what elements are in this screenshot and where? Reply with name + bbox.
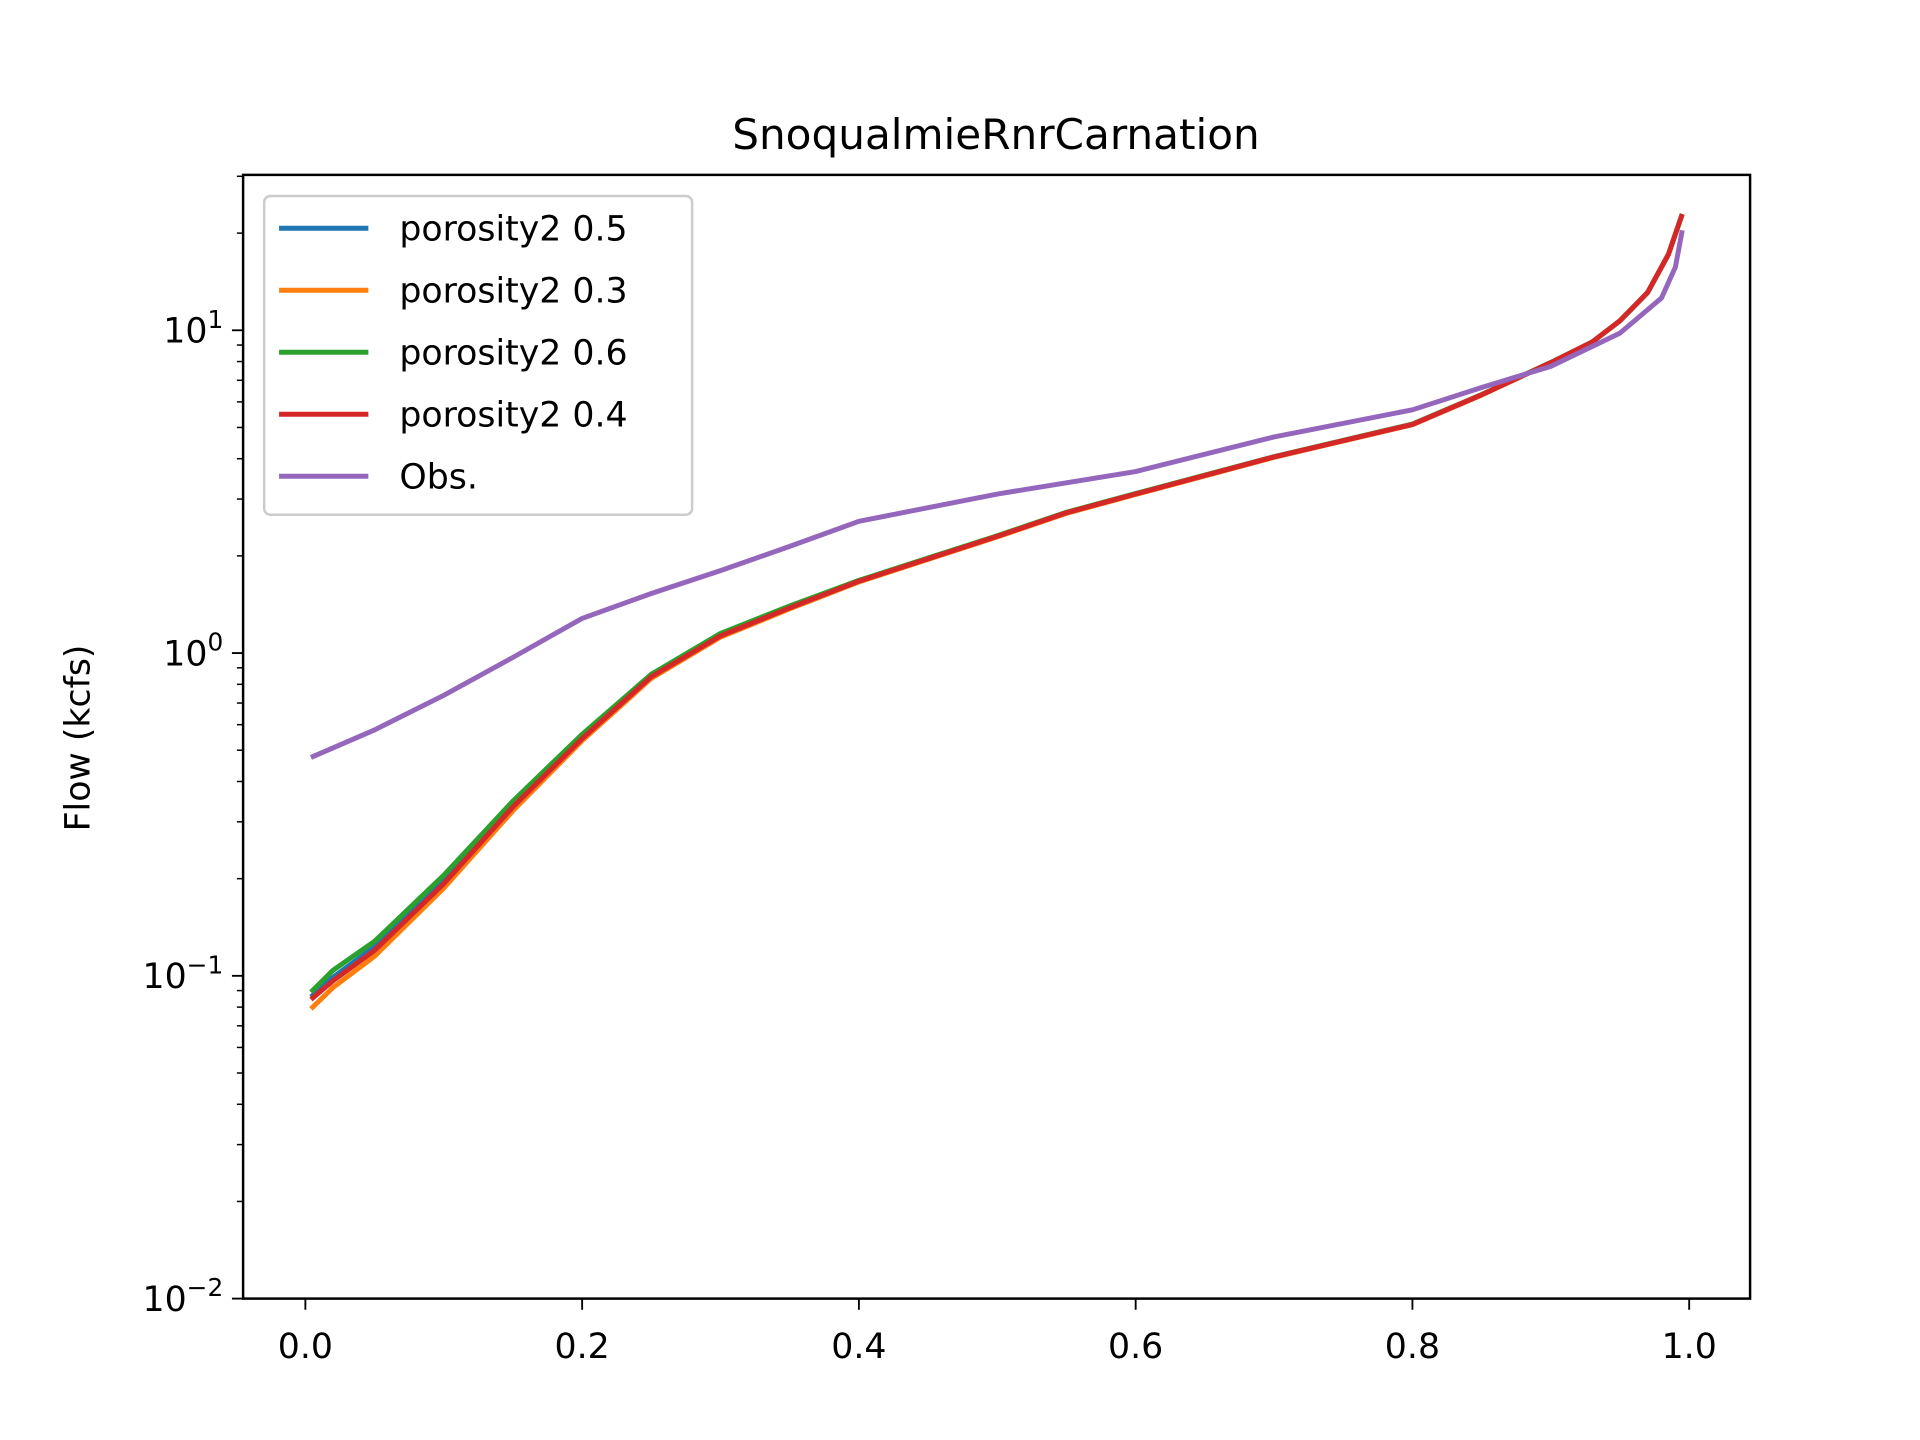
legend-label: porosity2 0.3 [399,272,627,312]
legend-box [262,194,694,516]
x-axis: 0.0 0.2 0.4 0.6 0.8 1.0 [278,1298,1717,1367]
legend-label: porosity2 0.6 [399,334,627,374]
y-axis: 10−2 10−1 100 101 [143,175,244,1320]
y-tick-label: 101 [163,305,223,352]
axes-frame [241,173,1752,1300]
x-tick-label: 0.4 [831,1327,886,1367]
y-tick-label: 100 [163,628,223,675]
x-tick-label: 0.2 [555,1327,610,1367]
legend-label: Obs. [399,458,478,498]
plot-area [309,213,1685,1011]
y-tick-label: 10−1 [143,950,224,997]
chart-title: SnoqualmieRnrCarnation [732,110,1260,159]
series-line-3 [309,213,1685,1002]
legend-label: porosity2 0.4 [399,396,627,436]
series-line-4 [309,229,1685,760]
x-tick-label: 0.6 [1108,1327,1163,1367]
x-tick-label: 0.8 [1385,1327,1440,1367]
y-axis-label: Flow (kcfs) [58,645,98,832]
legend: porosity2 0.5 porosity2 0.3 porosity2 0.6 p… [262,194,694,516]
x-tick-label: 1.0 [1662,1327,1717,1367]
x-tick-label: 0.0 [278,1327,333,1367]
y-tick-label: 10−2 [143,1273,224,1320]
legend-label: porosity2 0.5 [399,210,627,250]
